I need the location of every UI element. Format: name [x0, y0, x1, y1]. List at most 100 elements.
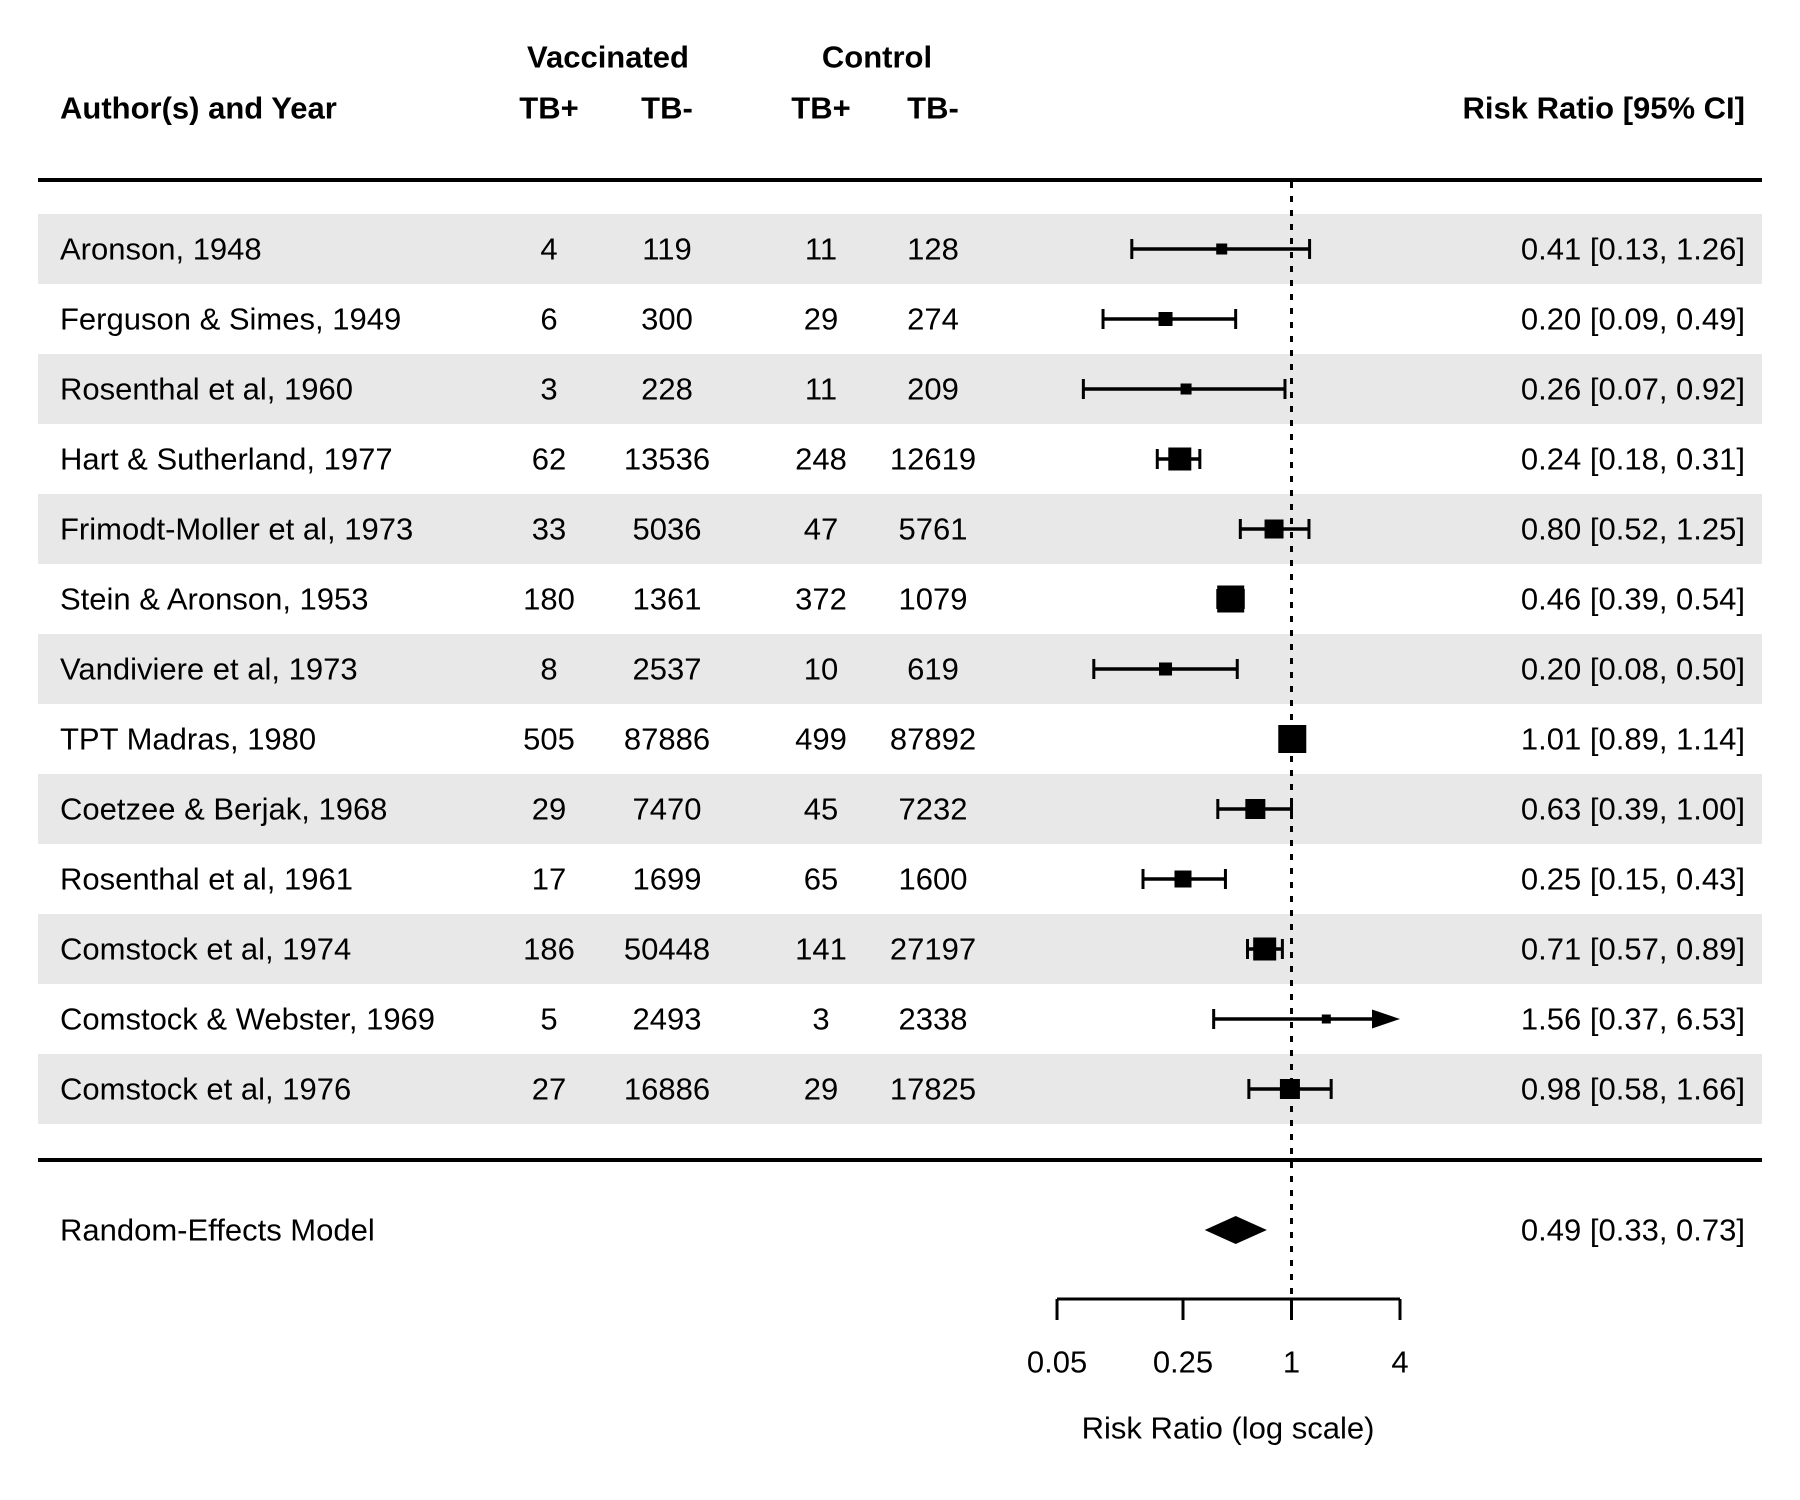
study-rr-annotation: 0.98 [0.58, 1.66] — [1520, 1071, 1745, 1107]
x-axis-tick-label: 0.05 — [1026, 1344, 1088, 1380]
summary-diamond — [1204, 1216, 1267, 1244]
study-rr-annotation: 0.25 [0.15, 0.43] — [1520, 861, 1745, 897]
study-author-label: Stein & Aronson, 1953 — [60, 581, 369, 617]
study-rr-annotation: 0.46 [0.39, 0.54] — [1520, 581, 1745, 617]
study-vacc-tb-pos: 29 — [531, 791, 567, 827]
control-group-header: Control — [821, 39, 933, 75]
study-author-label: Vandiviere et al, 1973 — [60, 651, 358, 687]
study-vacc-tb-pos: 62 — [531, 441, 567, 477]
study-ctrl-tb-neg: 1079 — [898, 581, 968, 617]
row-stripe — [38, 494, 1762, 564]
study-author-label: Rosenthal et al, 1961 — [60, 861, 353, 897]
x-axis-tick-label: 1 — [1282, 1344, 1301, 1380]
study-rr-annotation: 0.41 [0.13, 1.26] — [1520, 231, 1745, 267]
study-author-label: Comstock & Webster, 1969 — [60, 1001, 436, 1037]
study-rr-annotation: 1.56 [0.37, 6.53] — [1520, 1001, 1745, 1037]
study-rr-annotation: 0.20 [0.08, 0.50] — [1520, 651, 1745, 687]
x-axis-tick-label: 0.25 — [1152, 1344, 1214, 1380]
study-ctrl-tb-pos: 29 — [803, 301, 839, 337]
study-rr-annotation: 0.80 [0.52, 1.25] — [1520, 511, 1745, 547]
study-author-label: Comstock et al, 1976 — [60, 1071, 352, 1107]
point-estimate-square — [1321, 1014, 1331, 1024]
row-stripe — [38, 1054, 1762, 1124]
point-estimate-square — [1174, 870, 1192, 888]
study-vacc-tb-neg: 300 — [641, 301, 693, 337]
study-vacc-tb-pos: 180 — [523, 581, 575, 617]
study-author-label: Coetzee & Berjak, 1968 — [60, 791, 388, 827]
study-vacc-tb-neg: 7470 — [632, 791, 702, 827]
study-author-label: Comstock et al, 1974 — [60, 931, 352, 967]
study-vacc-tb-neg: 87886 — [623, 721, 711, 757]
study-vacc-tb-pos: 4 — [540, 231, 558, 267]
study-vacc-tb-neg: 13536 — [623, 441, 711, 477]
summary-model-label: Random-Effects Model — [60, 1212, 375, 1248]
study-ctrl-tb-neg: 12619 — [889, 441, 977, 477]
study-rr-annotation: 0.20 [0.09, 0.49] — [1520, 301, 1745, 337]
study-ctrl-tb-pos: 3 — [812, 1001, 830, 1037]
study-vacc-tb-neg: 16886 — [623, 1071, 711, 1107]
summary-estimate-annotation: 0.49 [0.33, 0.73] — [1520, 1212, 1745, 1248]
point-estimate-square — [1264, 519, 1284, 539]
study-ctrl-tb-pos: 65 — [803, 861, 839, 897]
point-estimate-square — [1158, 312, 1173, 326]
study-ctrl-tb-neg: 619 — [907, 651, 959, 687]
ctrl-tb-pos-column-header: TB+ — [791, 90, 851, 126]
study-vacc-tb-neg: 119 — [642, 231, 692, 267]
study-vacc-tb-neg: 2537 — [632, 651, 702, 687]
study-vacc-tb-pos: 8 — [540, 651, 558, 687]
study-ctrl-tb-pos: 47 — [803, 511, 839, 547]
point-estimate-square — [1216, 243, 1228, 255]
study-ctrl-tb-pos: 499 — [795, 721, 847, 757]
point-estimate-square — [1217, 585, 1245, 613]
vaccinated-group-header: Vaccinated — [527, 39, 689, 75]
x-axis-title: Risk Ratio (log scale) — [1081, 1410, 1375, 1446]
study-ctrl-tb-neg: 5761 — [898, 511, 968, 547]
study-ctrl-tb-neg: 1600 — [898, 861, 968, 897]
study-vacc-tb-pos: 186 — [523, 931, 575, 967]
study-ctrl-tb-pos: 372 — [795, 581, 847, 617]
study-ctrl-tb-pos: 248 — [795, 441, 847, 477]
point-estimate-square — [1253, 937, 1277, 961]
point-estimate-square — [1279, 1079, 1300, 1099]
study-rr-annotation: 0.24 [0.18, 0.31] — [1520, 441, 1745, 477]
row-stripe — [38, 354, 1762, 424]
study-vacc-tb-pos: 3 — [540, 371, 558, 407]
study-author-label: Ferguson & Simes, 1949 — [60, 301, 402, 337]
study-author-label: Aronson, 1948 — [60, 231, 262, 267]
study-ctrl-tb-pos: 11 — [804, 231, 838, 267]
study-ctrl-tb-neg: 87892 — [889, 721, 977, 757]
study-ctrl-tb-pos: 29 — [803, 1071, 839, 1107]
study-vacc-tb-neg: 1699 — [632, 861, 702, 897]
study-vacc-tb-pos: 33 — [531, 511, 567, 547]
study-ctrl-tb-neg: 2338 — [898, 1001, 968, 1037]
study-ctrl-tb-neg: 209 — [907, 371, 959, 407]
study-author-label: Frimodt-Moller et al, 1973 — [60, 511, 414, 547]
study-rr-annotation: 0.71 [0.57, 0.89] — [1520, 931, 1745, 967]
study-author-label: Hart & Sutherland, 1977 — [60, 441, 393, 477]
row-stripe — [38, 214, 1762, 284]
study-ctrl-tb-neg: 7232 — [898, 791, 968, 827]
study-vacc-tb-pos: 5 — [540, 1001, 558, 1037]
point-estimate-square — [1168, 447, 1192, 471]
vacc-tb-neg-column-header: TB- — [641, 90, 693, 126]
x-axis-tick-label: 4 — [1391, 1344, 1409, 1380]
point-estimate-square — [1180, 383, 1192, 395]
row-stripe — [38, 914, 1762, 984]
study-vacc-tb-pos: 17 — [531, 861, 567, 897]
point-estimate-square — [1278, 725, 1307, 753]
risk-ratio-column-header: Risk Ratio [95% CI] — [1462, 90, 1745, 126]
point-estimate-square — [1159, 662, 1173, 676]
study-vacc-tb-neg: 2493 — [632, 1001, 702, 1037]
study-author-label: Rosenthal et al, 1960 — [60, 371, 353, 407]
study-ctrl-tb-neg: 27197 — [889, 931, 977, 967]
study-ctrl-tb-pos: 45 — [803, 791, 839, 827]
ci-arrow-icon — [1372, 1009, 1401, 1029]
study-ctrl-tb-pos: 11 — [804, 371, 838, 407]
study-vacc-tb-neg: 50448 — [623, 931, 711, 967]
study-ctrl-tb-pos: 141 — [795, 931, 847, 967]
study-vacc-tb-pos: 27 — [531, 1071, 567, 1107]
study-ctrl-tb-pos: 10 — [803, 651, 839, 687]
study-vacc-tb-neg: 228 — [641, 371, 693, 407]
